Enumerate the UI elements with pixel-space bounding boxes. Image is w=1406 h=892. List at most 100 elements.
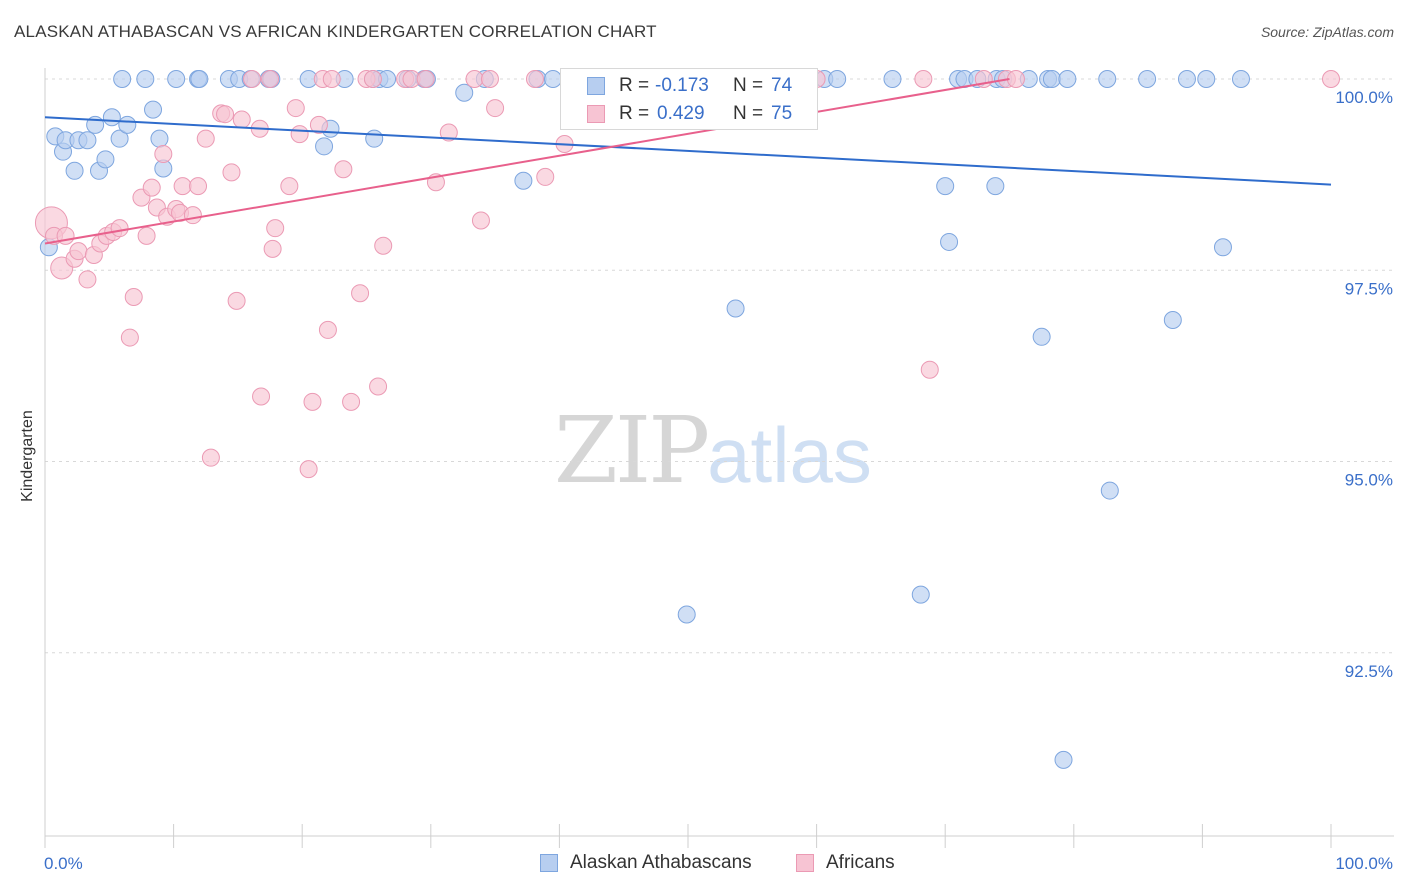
n-value: 74 [771,75,793,96]
athabascan-point [110,129,129,148]
african-point [920,360,939,379]
athabascan-point [1163,310,1182,329]
stats-row-africans: R = 0.429 N = 75 [561,101,817,127]
legend-label: Africans [826,852,895,873]
athabascan-point [144,100,163,119]
legend-label: Alaskan Athabascans [570,852,752,873]
african-trend-line [44,78,1010,245]
x-tick-label: 100.0% [1335,854,1393,873]
athabascan-point [96,150,115,169]
athabascan-point [986,177,1005,196]
athabascan-point [1213,238,1232,257]
y-tick-label: 95.0% [1345,471,1393,490]
athabascan-point [113,70,132,88]
athabascan-point [365,129,384,148]
african-point [374,236,393,255]
blue-swatch [540,854,558,872]
african-point [416,70,435,88]
african-point [137,226,156,245]
n-value: 75 [771,103,793,124]
african-point [334,160,353,179]
stats-row-athabascans: R = -0.173 N = 74 [561,73,817,99]
n-label: N = [733,103,764,124]
athabascan-point [118,115,137,134]
african-point [480,70,499,88]
african-point [222,163,241,182]
r-value: -0.173 [655,75,709,96]
african-point [263,239,282,258]
athabascan-point [1054,750,1073,769]
african-point [536,167,555,186]
african-point [154,144,173,163]
athabascan-point [78,131,97,150]
african-point [120,328,139,347]
african-point [351,284,370,303]
r-label: R = [619,103,650,124]
watermark-zip: ZIP [554,397,710,504]
pink-swatch [796,854,814,872]
african-point [280,177,299,196]
african-point [309,115,328,134]
athabascan-point [1100,481,1119,500]
african-point [266,219,285,238]
african-point [299,460,318,479]
athabascan-point [315,137,334,156]
african-point [232,110,251,129]
athabascan-point [940,232,959,251]
african-point [914,70,933,88]
blue-swatch [587,77,605,95]
y-tick-label: 100.0% [1335,88,1393,107]
african-point [342,392,361,411]
athabascan-point [65,161,84,180]
athabascan-trend-line [44,116,1332,186]
african-point [439,123,458,142]
african-point [322,70,341,88]
african-point [486,99,505,118]
african-point [173,177,192,196]
y-axis-label: Kindergarten [19,410,36,502]
african-point [183,206,202,225]
n-label: N = [733,75,764,96]
athabascan-point [1177,70,1196,88]
stats-legend: R = -0.173 N = 74 R = 0.429 N = 75 [560,68,818,130]
african-point [189,177,208,196]
athabascan-point [1098,70,1117,88]
r-value: 0.429 [657,103,705,124]
african-point [1006,70,1025,88]
source-credit: Source: ZipAtlas.com [1260,24,1394,40]
athabascan-point [514,171,533,190]
chart-title: ALASKAN ATHABASCAN VS AFRICAN KINDERGART… [14,22,657,41]
athabascan-point [726,299,745,318]
athabascan-point [150,129,169,148]
african-point [216,105,235,124]
african-point [243,70,262,88]
african-point [69,242,88,261]
y-tick-label: 97.5% [1345,279,1393,298]
african-point [303,392,322,411]
athabascan-point [1138,70,1157,88]
african-point [201,448,220,467]
african-point [471,211,490,230]
african-point [124,288,143,307]
y-tick-label: 92.5% [1345,662,1393,681]
african-point [1322,70,1340,88]
athabascan-point [102,108,121,127]
athabascan-point [1042,70,1061,88]
african-point [110,219,129,238]
african-point [261,70,280,88]
athabascan-point [828,70,847,88]
athabascan-point [883,70,902,88]
athabascan-point [911,585,930,604]
watermark-atlas: atlas [707,411,872,499]
african-point [78,270,97,289]
athabascan-point [167,70,186,88]
athabascan-point [1231,70,1250,88]
series-legend: Alaskan Athabascans Africans [0,852,1406,878]
athabascan-point [1032,327,1051,346]
x-tick-label: 0.0% [44,854,83,873]
african-point [369,377,388,396]
athabascan-point [190,70,209,88]
african-point [252,387,271,406]
african-point [363,70,382,88]
